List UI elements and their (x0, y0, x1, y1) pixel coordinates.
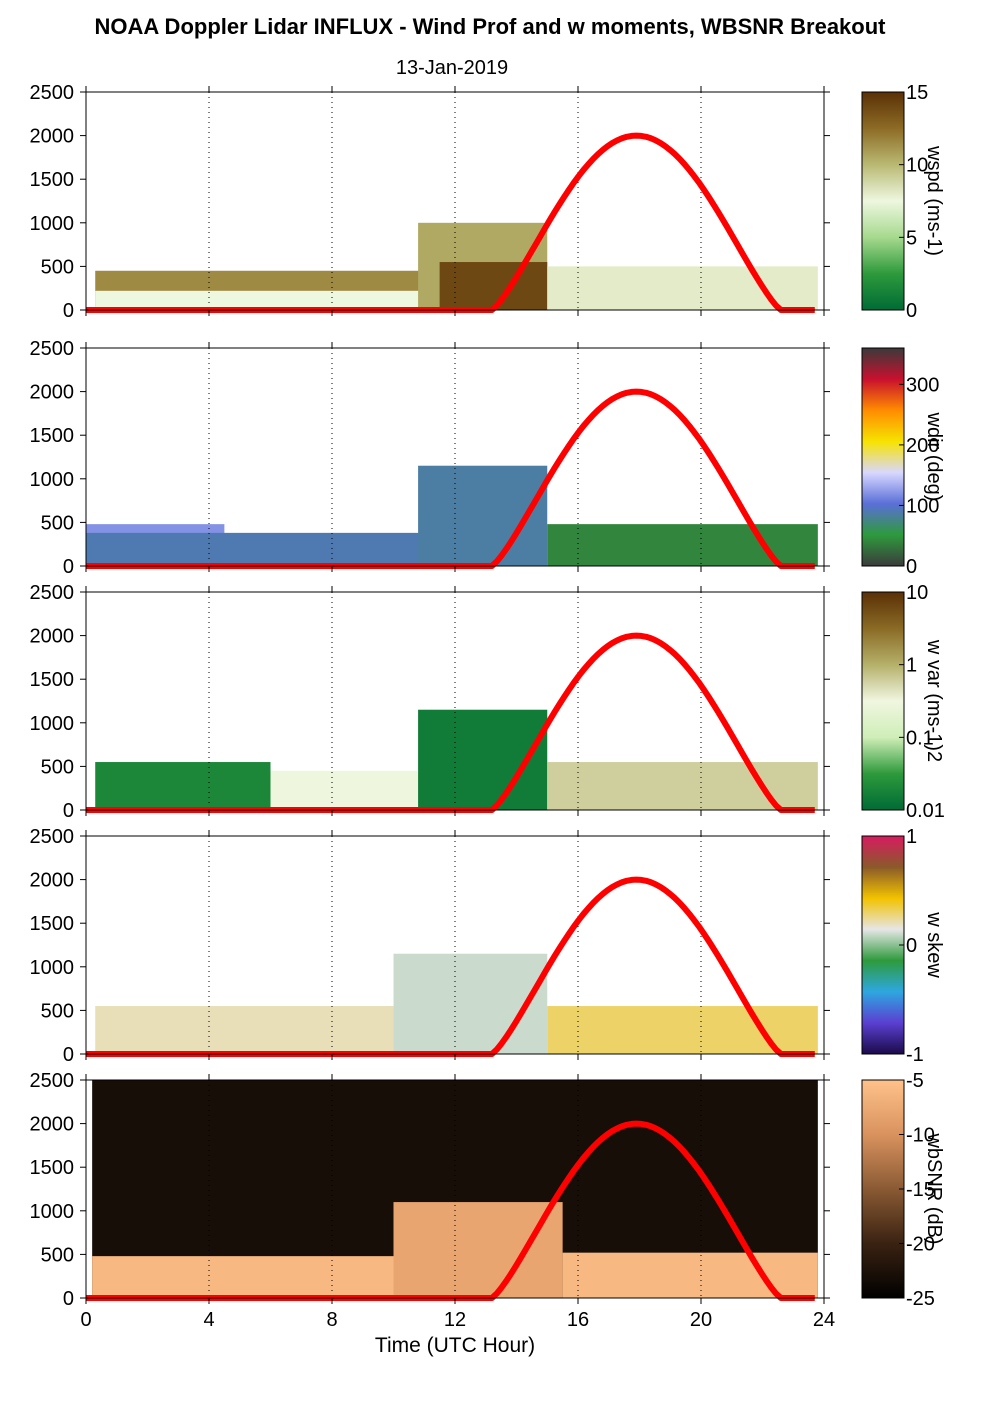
y-tick-label: 2000 (30, 126, 75, 148)
heatmap-region (393, 1202, 563, 1298)
colorbar-bar (861, 835, 905, 1055)
colorbar-tick-label: -1 (906, 1044, 924, 1066)
y-tick-label: 2500 (30, 82, 75, 104)
y-tick-label: 0 (63, 1044, 74, 1066)
x-tick-label: 4 (203, 1309, 214, 1331)
panel-1: 0 500 1000 1500 2000 2500 0 5 10 15 wspd (ms-1) (30, 82, 946, 322)
heatmap-region (439, 262, 548, 310)
y-tick-label: 1000 (30, 713, 75, 735)
y-tick-label: 500 (41, 256, 74, 278)
sun-elevation-curve (86, 876, 815, 1057)
colorbar-label: wdir (deg) (923, 412, 945, 502)
colorbar-tick-label: 0 (906, 556, 917, 578)
colorbar: 0.01 0.1 1 10 w var (ms-1)2 (861, 582, 945, 822)
colorbar-label: w var (ms-1)2 (923, 639, 945, 762)
y-tick-label: 1500 (30, 913, 75, 935)
colorbar-label: wbSNR (dB) (923, 1132, 945, 1244)
figure-title: NOAA Doppler Lidar INFLUX - Wind Prof an… (94, 14, 886, 39)
sun-elevation-curve (86, 632, 815, 813)
y-tick-label: 2000 (30, 382, 75, 404)
heatmap-region (562, 1252, 818, 1298)
y-tick-label: 1000 (30, 1201, 75, 1223)
colorbar-tick-label: 0 (906, 300, 917, 322)
colorbar: 0 100 200 300 wdir (deg) (861, 347, 945, 578)
y-tick-label: 1500 (30, 169, 75, 191)
panel-4: 0 500 1000 1500 2000 2500 -1 0 1 w skew (30, 826, 946, 1066)
colorbar-label: w skew (923, 911, 945, 978)
y-tick-label: 1500 (30, 1157, 75, 1179)
y-tick-label: 500 (41, 1000, 74, 1022)
colorbar-tick-label: -20 (906, 1234, 935, 1256)
colorbar-tick-label: 10 (906, 155, 928, 177)
x-axis-label: Time (UTC Hour) (375, 1334, 535, 1357)
heatmap-region (95, 762, 271, 810)
colorbar-bar (861, 91, 905, 311)
sun-elevation-curve (86, 388, 815, 569)
x-tick-label: 24 (813, 1309, 835, 1331)
colorbar-tick-label: 0 (906, 935, 917, 957)
colorbar-tick-label: 300 (906, 374, 939, 396)
colorbar-tick-label: -5 (906, 1070, 924, 1092)
y-tick-label: 500 (41, 756, 74, 778)
y-tick-label: 1500 (30, 669, 75, 691)
sun-elevation-curve (86, 1120, 815, 1301)
colorbar-tick-label: 10 (906, 582, 928, 604)
y-tick-label: 500 (41, 1244, 74, 1266)
colorbar-tick-label: -15 (906, 1179, 935, 1201)
colorbar-bar (861, 591, 905, 811)
y-tick-label: 500 (41, 512, 74, 534)
colorbar-tick-label: 15 (906, 82, 928, 104)
colorbar-tick-label: -10 (906, 1125, 935, 1147)
heatmap-region (393, 953, 548, 1054)
sun-elevation-curve (86, 132, 815, 313)
colorbar: -1 0 1 w skew (861, 826, 945, 1066)
colorbar-label: wspd (ms-1) (923, 145, 945, 256)
panel-5: 0 500 1000 1500 2000 2500 0 4 8 12 16 20 24 -25 -20 -15… (30, 1070, 946, 1331)
y-tick-label: 0 (63, 300, 74, 322)
x-tick-label: 8 (326, 1309, 337, 1331)
x-tick-label: 20 (690, 1309, 712, 1331)
colorbar-bar (861, 347, 905, 567)
y-tick-label: 0 (63, 1288, 74, 1310)
colorbar-tick-label: -25 (906, 1288, 935, 1310)
panel-3: 0 500 1000 1500 2000 2500 0.01 0.1 1 10 w var (ms-… (30, 582, 946, 822)
heatmap-region (95, 1006, 394, 1054)
y-tick-label: 0 (63, 556, 74, 578)
colorbar-tick-label: 100 (906, 495, 939, 517)
y-tick-label: 2500 (30, 338, 75, 360)
colorbar-tick-label: 1 (906, 826, 917, 848)
y-tick-label: 2000 (30, 870, 75, 892)
figure-subtitle: 13-Jan-2019 (396, 57, 508, 79)
y-tick-label: 2500 (30, 826, 75, 848)
y-tick-label: 2500 (30, 582, 75, 604)
y-tick-label: 0 (63, 800, 74, 822)
y-tick-label: 1000 (30, 957, 75, 979)
y-tick-label: 2000 (30, 1114, 75, 1136)
heatmap-region (95, 290, 486, 310)
x-tick-label: 12 (444, 1309, 466, 1331)
colorbar-tick-label: 200 (906, 435, 939, 457)
panel-2: 0 500 1000 1500 2000 2500 0 100 200 300 wdir (deg) (30, 338, 946, 578)
colorbar: 0 5 10 15 wspd (ms-1) (861, 82, 945, 322)
colorbar-tick-label: 5 (906, 227, 917, 249)
y-tick-label: 1000 (30, 469, 75, 491)
heatmap-region (92, 1256, 394, 1298)
y-tick-label: 2000 (30, 626, 75, 648)
y-tick-label: 1500 (30, 425, 75, 447)
colorbar-tick-label: 0.1 (906, 727, 934, 749)
y-tick-label: 2500 (30, 1070, 75, 1092)
colorbar-bar (861, 1079, 905, 1299)
colorbar-tick-label: 1 (906, 655, 917, 677)
x-tick-label: 16 (567, 1309, 589, 1331)
colorbar-tick-label: 0.01 (906, 800, 945, 822)
colorbar: -25 -20 -15 -10 -5 wbSNR (dB) (861, 1070, 945, 1310)
x-tick-label: 0 (80, 1309, 91, 1331)
y-tick-label: 1000 (30, 213, 75, 235)
